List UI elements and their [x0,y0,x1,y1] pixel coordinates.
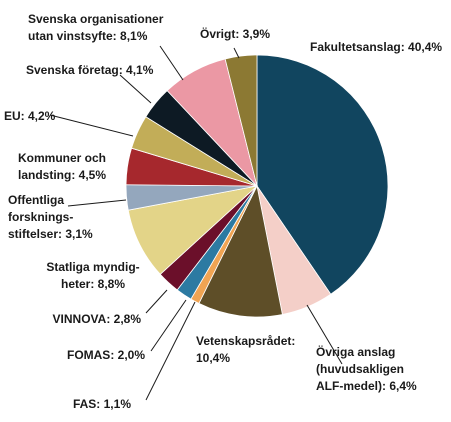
label-line: utan vinstsyfte: 8,1% [28,29,148,43]
label-line: landsting: 4,5% [18,168,106,182]
leader-fomas-2-0 [150,299,187,352]
label-offentliga: Offentliga forsknings-stiftelser: 3,1% [8,193,93,241]
leader-offentliga [67,199,127,207]
leader-svenska-organisationer [159,45,184,81]
label-fas-1-1: FAS: 1,1% [73,397,131,411]
label-line: stiftelser: 3,1% [8,227,93,241]
label-eu-4-2: EU: 4,2% [4,109,56,123]
label-svenska-organisationer: Svenska organisationer utan vinstsyfte: 8… [28,12,164,43]
label-kommuner-och: Kommuner och landsting: 4,5% [18,151,106,182]
label-line: ALF-medel): 6,4% [316,379,417,393]
label-line: Kommuner och [18,151,106,165]
leader-vinnova-2-8 [145,289,168,314]
label-line: (huvudsakligen [316,362,404,376]
slice-fakultetsanslag-40-4 [256,54,389,295]
label-line: heter: 8,8% [61,277,125,291]
label-line: Svenska företag: 4,1% [26,63,154,77]
label-line: Statliga myndig- [46,260,139,274]
label-vetenskapsradet: Vetenskapsrådet: 10,4% [196,334,295,365]
leader-lines [49,45,343,401]
label-line: Fakultetsanslag: 40,4% [310,40,442,54]
leader-ovriga-anslag [306,304,343,365]
slice-vetenskapsradet [198,184,283,318]
label-fomas-2-0: FOMAS: 2,0% [67,348,145,362]
label-line: Övriga anslag [316,344,395,359]
leader-fas-1-1 [145,301,196,401]
slice-ovrigt-3-9 [224,54,258,187]
label-svenska-foretag-4-1: Svenska företag: 4,1% [26,63,154,77]
slice-labels: Fakultetsanslag: 40,4% Övriga anslag (huvu… [4,12,442,411]
label-line: Övrigt: 3,9% [200,26,270,41]
label-line: forsknings- [8,210,73,224]
label-line: VINNOVA: 2,8% [53,312,142,326]
leader-eu-4-2 [49,114,134,137]
label-line: Svenska organisationer [28,12,164,26]
label-ovriga-anslag: Övriga anslag (huvudsakligen ALF-medel): 6… [316,344,417,393]
label-line: Offentliga [8,193,64,207]
label-line: EU: 4,2% [4,109,56,123]
leader-ovrigt-3-9 [233,47,240,59]
leader-svenska-foretag-4-1 [119,74,152,104]
label-line: 10,4% [196,351,230,365]
label-vinnova-2-8: VINNOVA: 2,8% [53,312,142,326]
label-line: FOMAS: 2,0% [67,348,145,362]
label-statliga-myndig: Statliga myndig-heter: 8,8% [46,260,139,291]
pie-slices [125,54,389,318]
label-fakultetsanslag-40-4: Fakultetsanslag: 40,4% [310,40,442,54]
label-line: Vetenskapsrådet: [196,334,295,348]
label-ovrigt-3-9: Övrigt: 3,9% [200,26,270,41]
label-line: FAS: 1,1% [73,397,131,411]
